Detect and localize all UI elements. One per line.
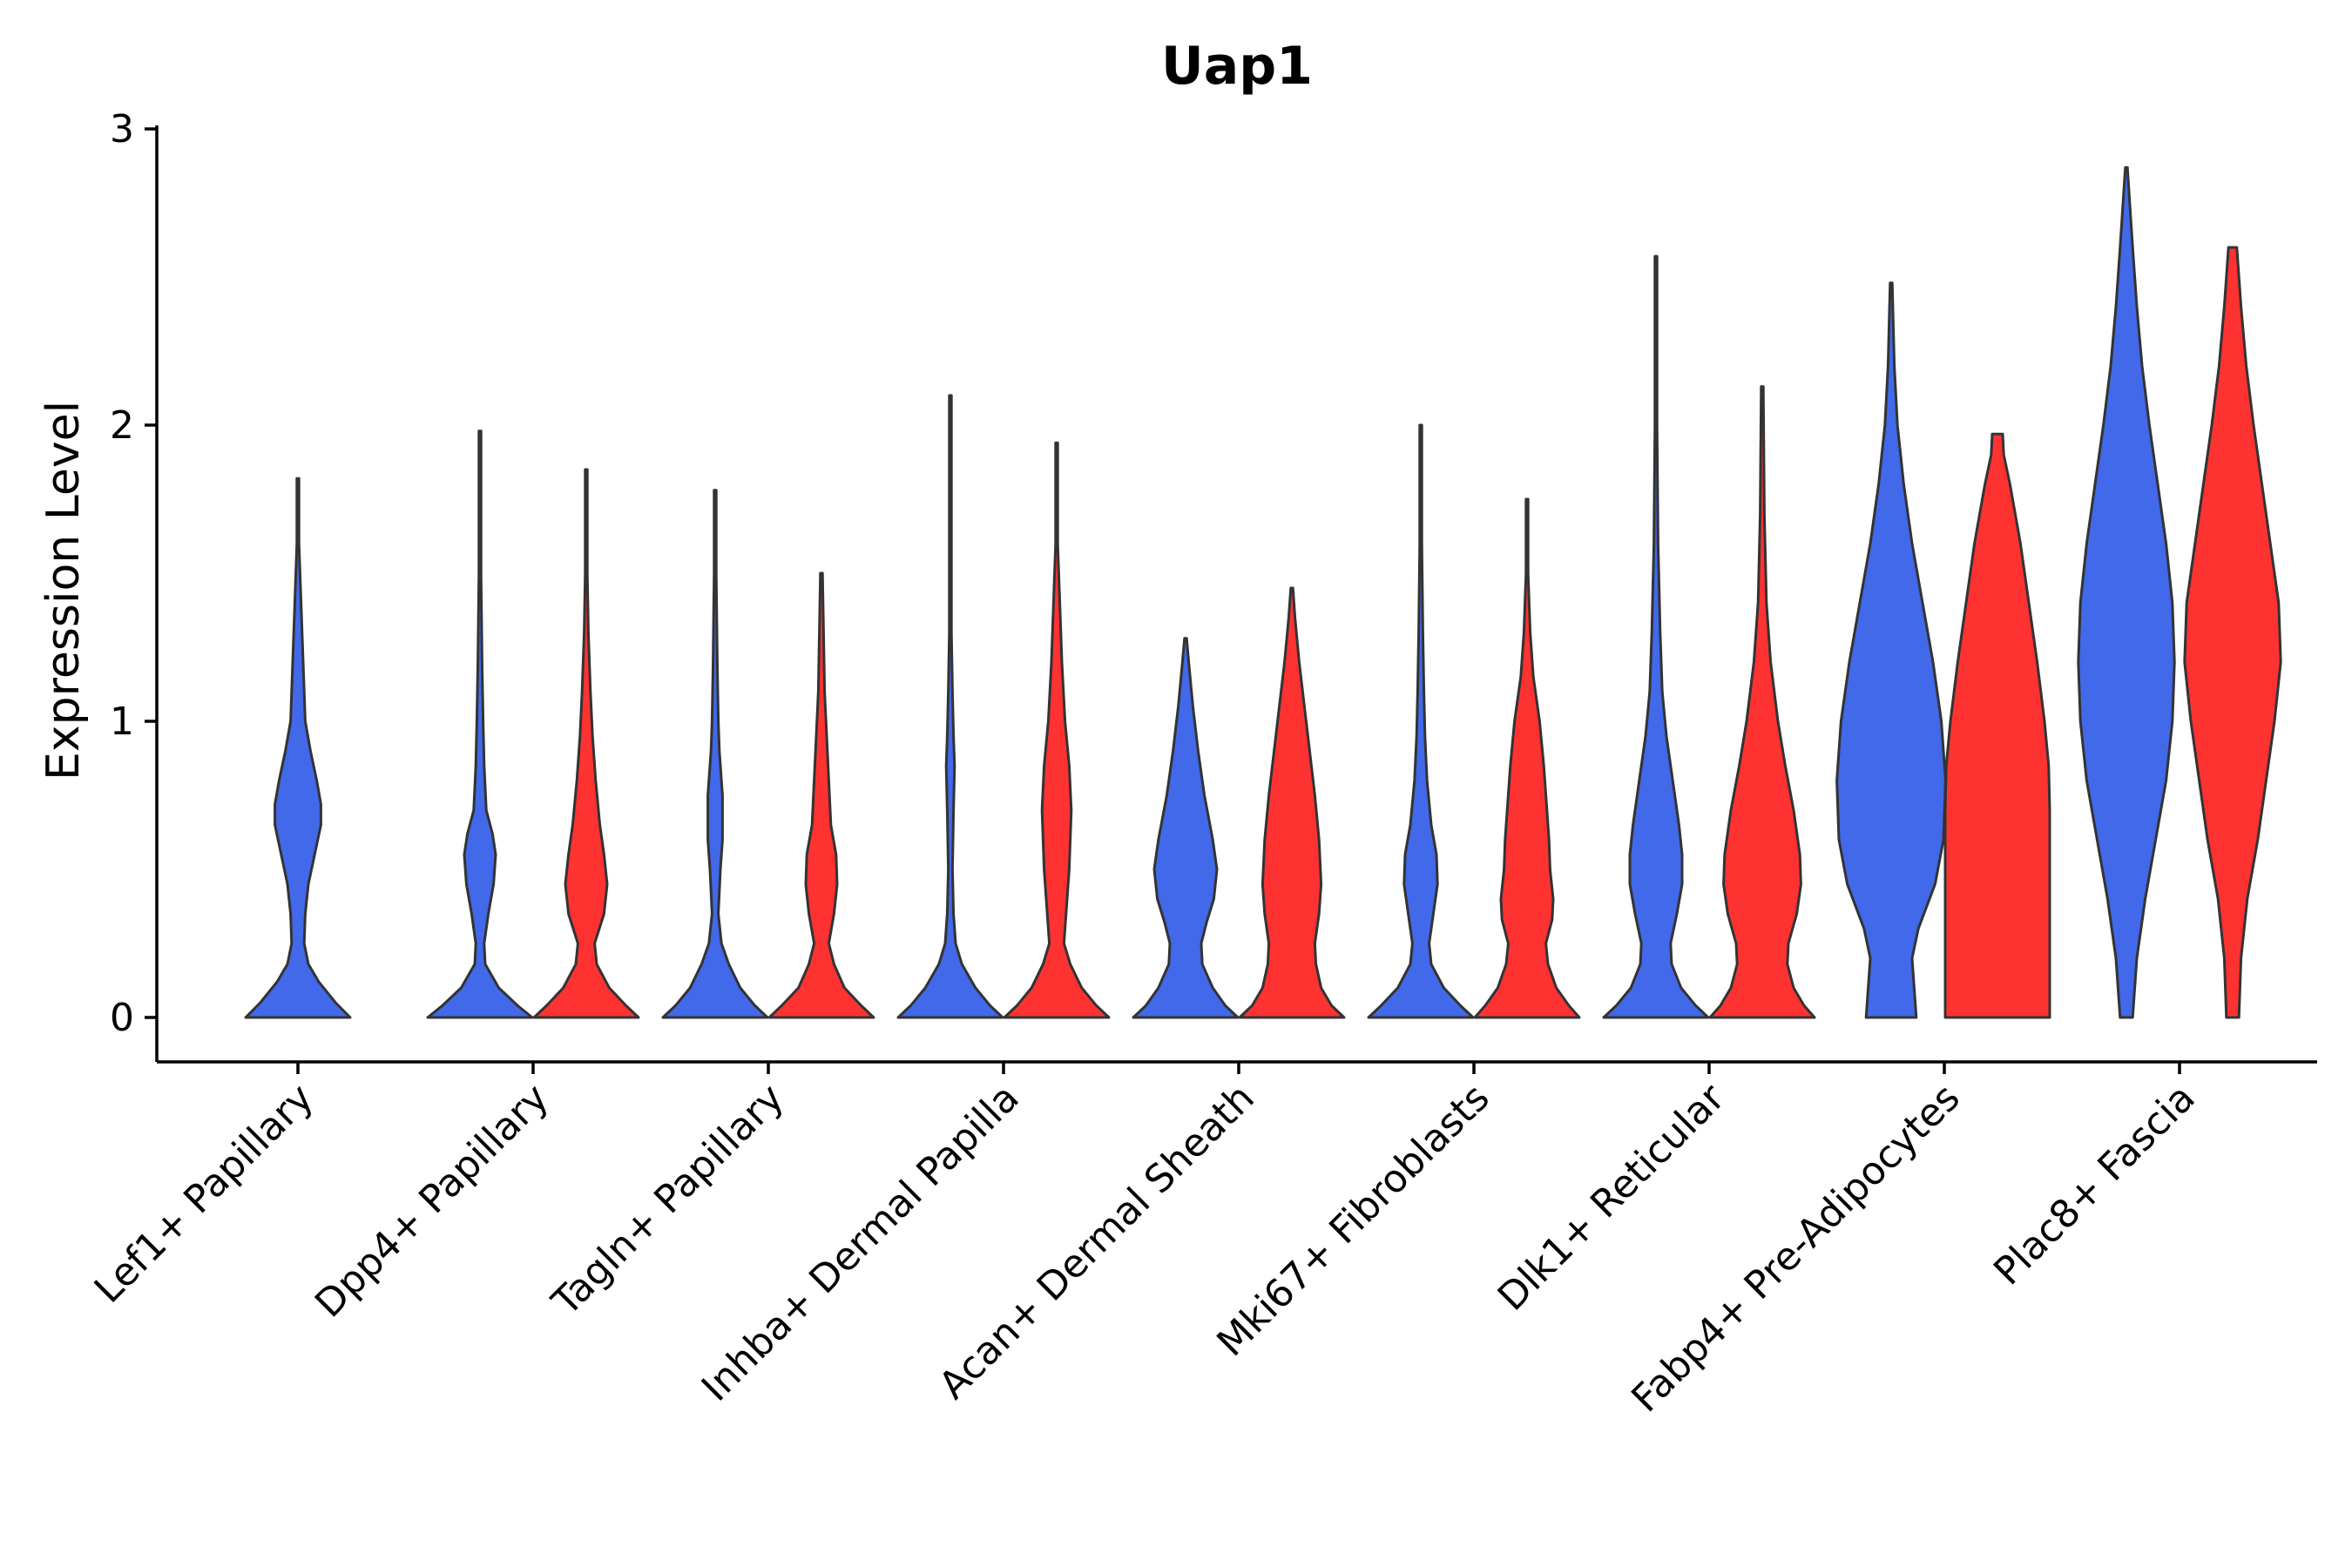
violins-group (244, 166, 2282, 1019)
violin-5-red (1473, 497, 1581, 1019)
y-axis: 0 1 2 3 (110, 107, 159, 1062)
x-tick-label: Plac8+ Fascia (1985, 1076, 2204, 1294)
violin-1-blue (426, 429, 534, 1019)
x-tick-label: Dpp4+ Papillary (307, 1076, 558, 1327)
violin-5-blue (1367, 423, 1475, 1019)
y-tick-label: 1 (110, 700, 134, 744)
violin-8-red (2183, 246, 2282, 1019)
x-tick-label: Lef1+ Papillary (86, 1076, 322, 1312)
violin-2-red (767, 571, 875, 1019)
x-tick-label: Dlk1+ Reticular (1490, 1075, 1734, 1320)
violin-8-blue (2077, 166, 2176, 1019)
y-tick-label: 2 (110, 403, 134, 448)
violin-3-blue (896, 394, 1004, 1019)
x-tick-label: Mki67+ Fibroblasts (1208, 1076, 1497, 1365)
violin-7-red (1943, 432, 2051, 1019)
violin-7-blue (1835, 281, 1947, 1019)
chart-title: Uap1 (1161, 36, 1313, 97)
violin-1-red (532, 468, 640, 1019)
y-axis-title: Expression Level (37, 401, 90, 781)
violin-0-blue (244, 476, 352, 1019)
y-tick-label: 0 (110, 996, 134, 1040)
violin-3-red (1003, 441, 1111, 1019)
violin-2-blue (661, 489, 769, 1019)
y-tick-label: 3 (110, 107, 134, 152)
violin-4-blue (1132, 637, 1240, 1019)
violin-4-red (1238, 586, 1346, 1019)
violin-6-blue (1602, 254, 1710, 1019)
violin-6-red (1708, 385, 1816, 1019)
x-tick-label: Tagln+ Papillary (544, 1076, 793, 1325)
